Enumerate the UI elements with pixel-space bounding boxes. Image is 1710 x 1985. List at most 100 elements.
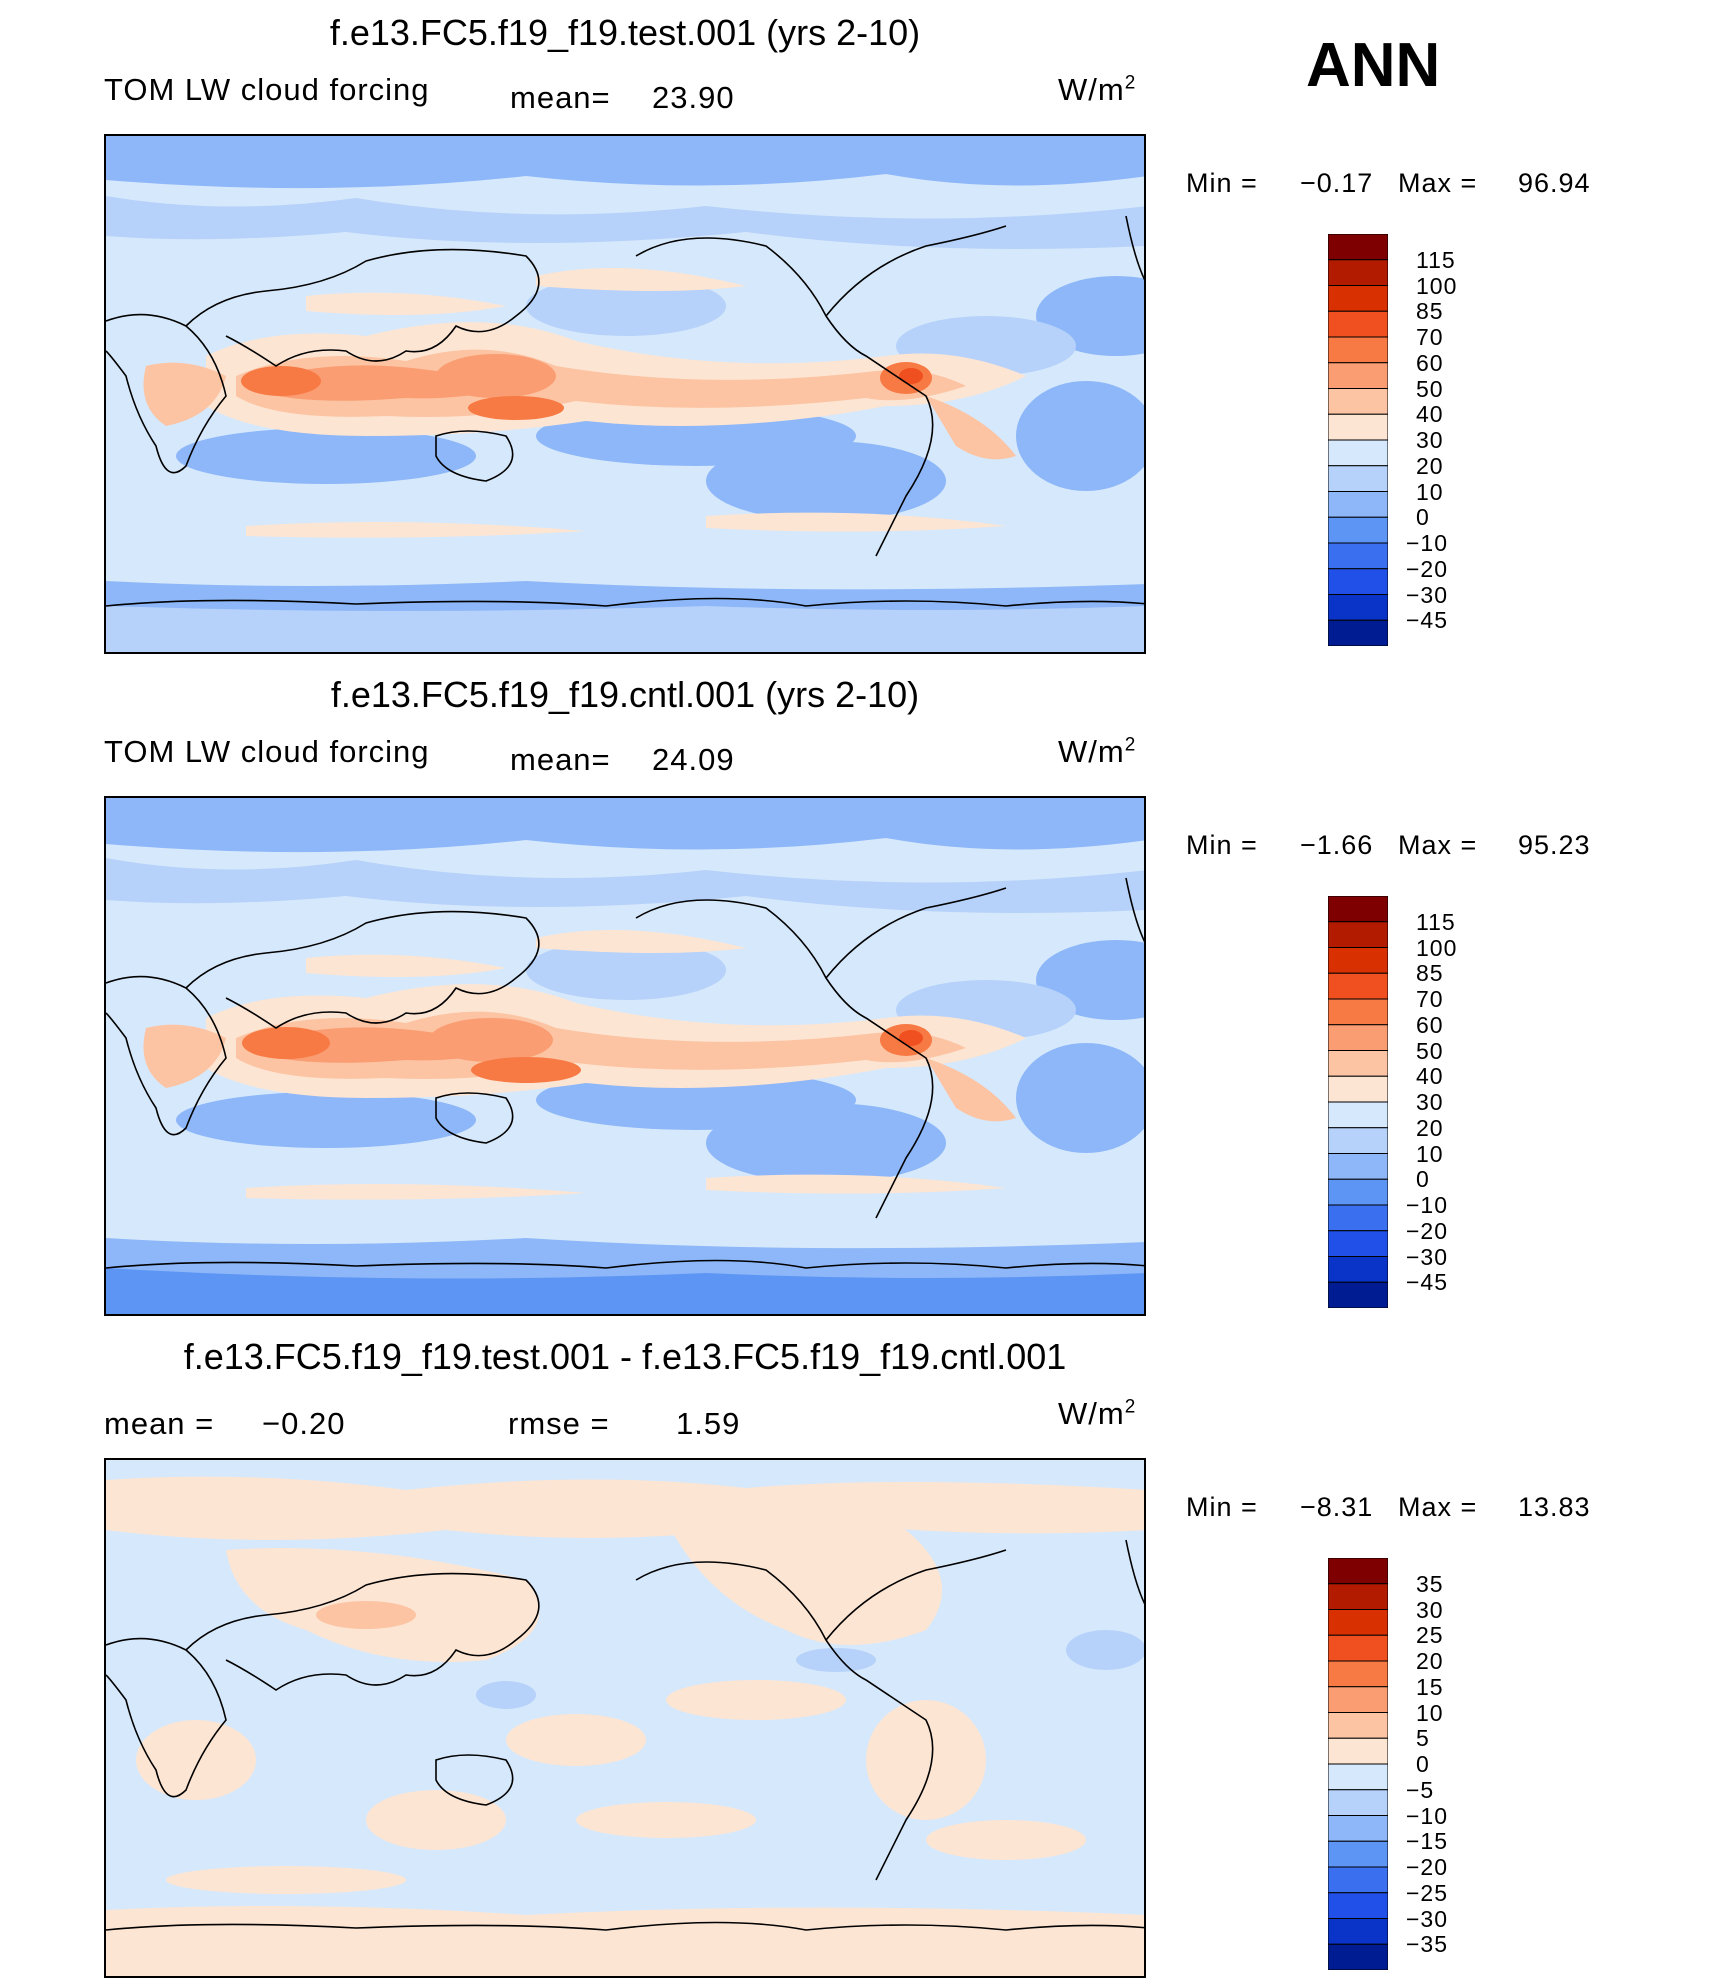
colorbar-swatch	[1328, 516, 1388, 544]
colorbar-level-label: 20	[1416, 1114, 1444, 1141]
panel-1-title: f.e13.FC5.f19_f19.test.001 (yrs 2-10)	[329, 12, 921, 53]
colorbar-level-label: 60	[1416, 1011, 1444, 1038]
panel-2-contour-field	[106, 798, 1144, 1314]
colorbar-level-label: 50	[1416, 1037, 1444, 1064]
colorbar-level-label: −20	[1406, 1854, 1449, 1880]
colorbar-swatch	[1328, 1178, 1388, 1206]
colorbar-level-label: 85	[1416, 298, 1444, 325]
colorbar-level-label: −25	[1406, 1879, 1449, 1906]
panel-3-mean-value: −0.20	[262, 1406, 346, 1441]
colorbar-swatch	[1328, 619, 1388, 646]
colorbar-level-label: 100	[1416, 934, 1458, 961]
colorbar-swatch	[1328, 310, 1388, 338]
colorbar-level-label: 35	[1416, 1570, 1444, 1597]
colorbar-level-label: 20	[1416, 1648, 1444, 1674]
colorbar-level-label: 25	[1416, 1622, 1444, 1649]
colorbar-level-label: 30	[1416, 1089, 1444, 1115]
panel-1-mean-value: 23.90	[652, 80, 735, 115]
panel-3-min-value: −8.31	[1300, 1492, 1374, 1522]
colorbar-swatch	[1328, 1075, 1388, 1103]
colorbar-level-label: −20	[1406, 555, 1449, 582]
colorbar-level-label: 70	[1416, 324, 1444, 350]
panel-2-units: W/m2	[1058, 734, 1137, 769]
colorbar-swatch	[1328, 1024, 1388, 1051]
colorbar-level-label: 50	[1416, 375, 1444, 402]
colorbar-swatch	[1328, 1558, 1388, 1585]
panel-2-max-label: Max =	[1398, 830, 1478, 860]
colorbar-level-label: 85	[1416, 960, 1444, 987]
panel-3-min-label: Min =	[1186, 1492, 1258, 1522]
colorbar-level-label: 0	[1416, 1166, 1430, 1193]
panel-3-mean-label: mean =	[104, 1406, 215, 1441]
colorbar-swatch	[1328, 1204, 1388, 1232]
colorbar-level-label: 10	[1416, 1699, 1444, 1726]
panel-1-min-label: Min =	[1186, 168, 1258, 198]
panel-1-contour-field	[106, 136, 1144, 652]
colorbar-level-label: −15	[1406, 1828, 1449, 1855]
colorbar-swatch	[1328, 1660, 1388, 1688]
colorbar-swatch	[1328, 362, 1388, 389]
panel-1-max-label: Max =	[1398, 168, 1478, 198]
colorbar-swatch	[1328, 1763, 1388, 1791]
colorbar-level-label: 30	[1416, 427, 1444, 453]
colorbar-level-label: 10	[1416, 478, 1444, 505]
colorbar-level-label: 20	[1416, 452, 1444, 479]
colorbar-level-label: 115	[1416, 908, 1456, 935]
colorbar-level-label: 10	[1416, 1140, 1444, 1167]
colorbar-swatch	[1328, 259, 1388, 286]
panel-3-rmse-value: 1.59	[676, 1406, 741, 1441]
panel-1-variable-label: TOM LW cloud forcing	[104, 72, 430, 107]
panel-1-min-value: −0.17	[1300, 168, 1374, 198]
colorbar-level-label: −30	[1406, 1905, 1449, 1932]
colorbar-level-label: 5	[1416, 1725, 1430, 1752]
colorbar-level-label: 15	[1416, 1673, 1444, 1700]
colorbar-swatch	[1328, 336, 1388, 364]
colorbar-level-label: 100	[1416, 272, 1458, 299]
colorbar-swatch	[1328, 1583, 1388, 1610]
colorbar-swatch	[1328, 1256, 1388, 1283]
colorbar-level-label: −45	[1406, 1269, 1449, 1296]
colorbar-level-label: 70	[1416, 986, 1444, 1012]
colorbar-swatch	[1328, 1918, 1388, 1945]
panel-3-rmse-label: rmse =	[508, 1406, 610, 1441]
colorbar-swatch	[1328, 568, 1388, 595]
panel-1-colorbar: 115 100 85 70 60 50 40 30 20 10 0 −10 −20 −30 −45	[1328, 234, 1456, 646]
panel-2-map	[104, 796, 1146, 1316]
colorbar-swatch	[1328, 1712, 1388, 1739]
colorbar-swatch	[1328, 439, 1388, 467]
colorbar-swatches	[1328, 234, 1388, 646]
panel-3-map	[104, 1458, 1146, 1978]
colorbar-swatch	[1328, 972, 1388, 1000]
colorbar-swatch	[1328, 234, 1388, 261]
colorbar-level-label: 40	[1416, 401, 1444, 428]
colorbar-swatch	[1328, 594, 1388, 621]
colorbar-swatch	[1328, 1050, 1388, 1077]
panel-2-title: f.e13.FC5.f19_f19.cntl.001 (yrs 2-10)	[330, 674, 920, 715]
colorbar-level-label: −10	[1406, 1192, 1449, 1218]
panel-2-min-label: Min =	[1186, 830, 1258, 860]
panel-3-colorbar: 35 30 25 20 15 10 5 0 −5 −10 −15 −20 −25 −30 −35	[1328, 1558, 1447, 1970]
colorbar-level-label: −35	[1406, 1931, 1449, 1958]
colorbar-swatch	[1328, 1127, 1388, 1154]
colorbar-swatches	[1328, 1558, 1388, 1970]
colorbar-swatch	[1328, 1230, 1388, 1257]
colorbar-swatch	[1328, 921, 1388, 948]
panel-3-units: W/m2	[1058, 1396, 1137, 1431]
colorbar-level-label: 0	[1416, 504, 1430, 531]
panel-2-variable-label: TOM LW cloud forcing	[104, 734, 430, 769]
panel-1-max-value: 96.94	[1518, 168, 1591, 198]
colorbar-level-label: −30	[1406, 1243, 1449, 1270]
panel-2-mean-label: mean=	[510, 742, 611, 777]
colorbar-level-label: 30	[1416, 1596, 1444, 1623]
colorbar-swatch	[1328, 1943, 1388, 1970]
colorbar-swatch	[1328, 1840, 1388, 1868]
panel-3-title: f.e13.FC5.f19_f19.test.001 - f.e13.FC5.f…	[183, 1336, 1067, 1377]
colorbar-swatch	[1328, 896, 1388, 923]
colorbar-swatch	[1328, 1892, 1388, 1919]
panel-2-colorbar: 115 100 85 70 60 50 40 30 20 10 0 −10 −20 −30 −45	[1328, 896, 1456, 1308]
panel-3-max-value: 13.83	[1518, 1492, 1591, 1522]
colorbar-swatch	[1328, 1281, 1388, 1308]
colorbar-level-label: −5	[1406, 1776, 1435, 1803]
colorbar-level-label: 60	[1416, 349, 1444, 376]
panel-3-max-label: Max =	[1398, 1492, 1478, 1522]
